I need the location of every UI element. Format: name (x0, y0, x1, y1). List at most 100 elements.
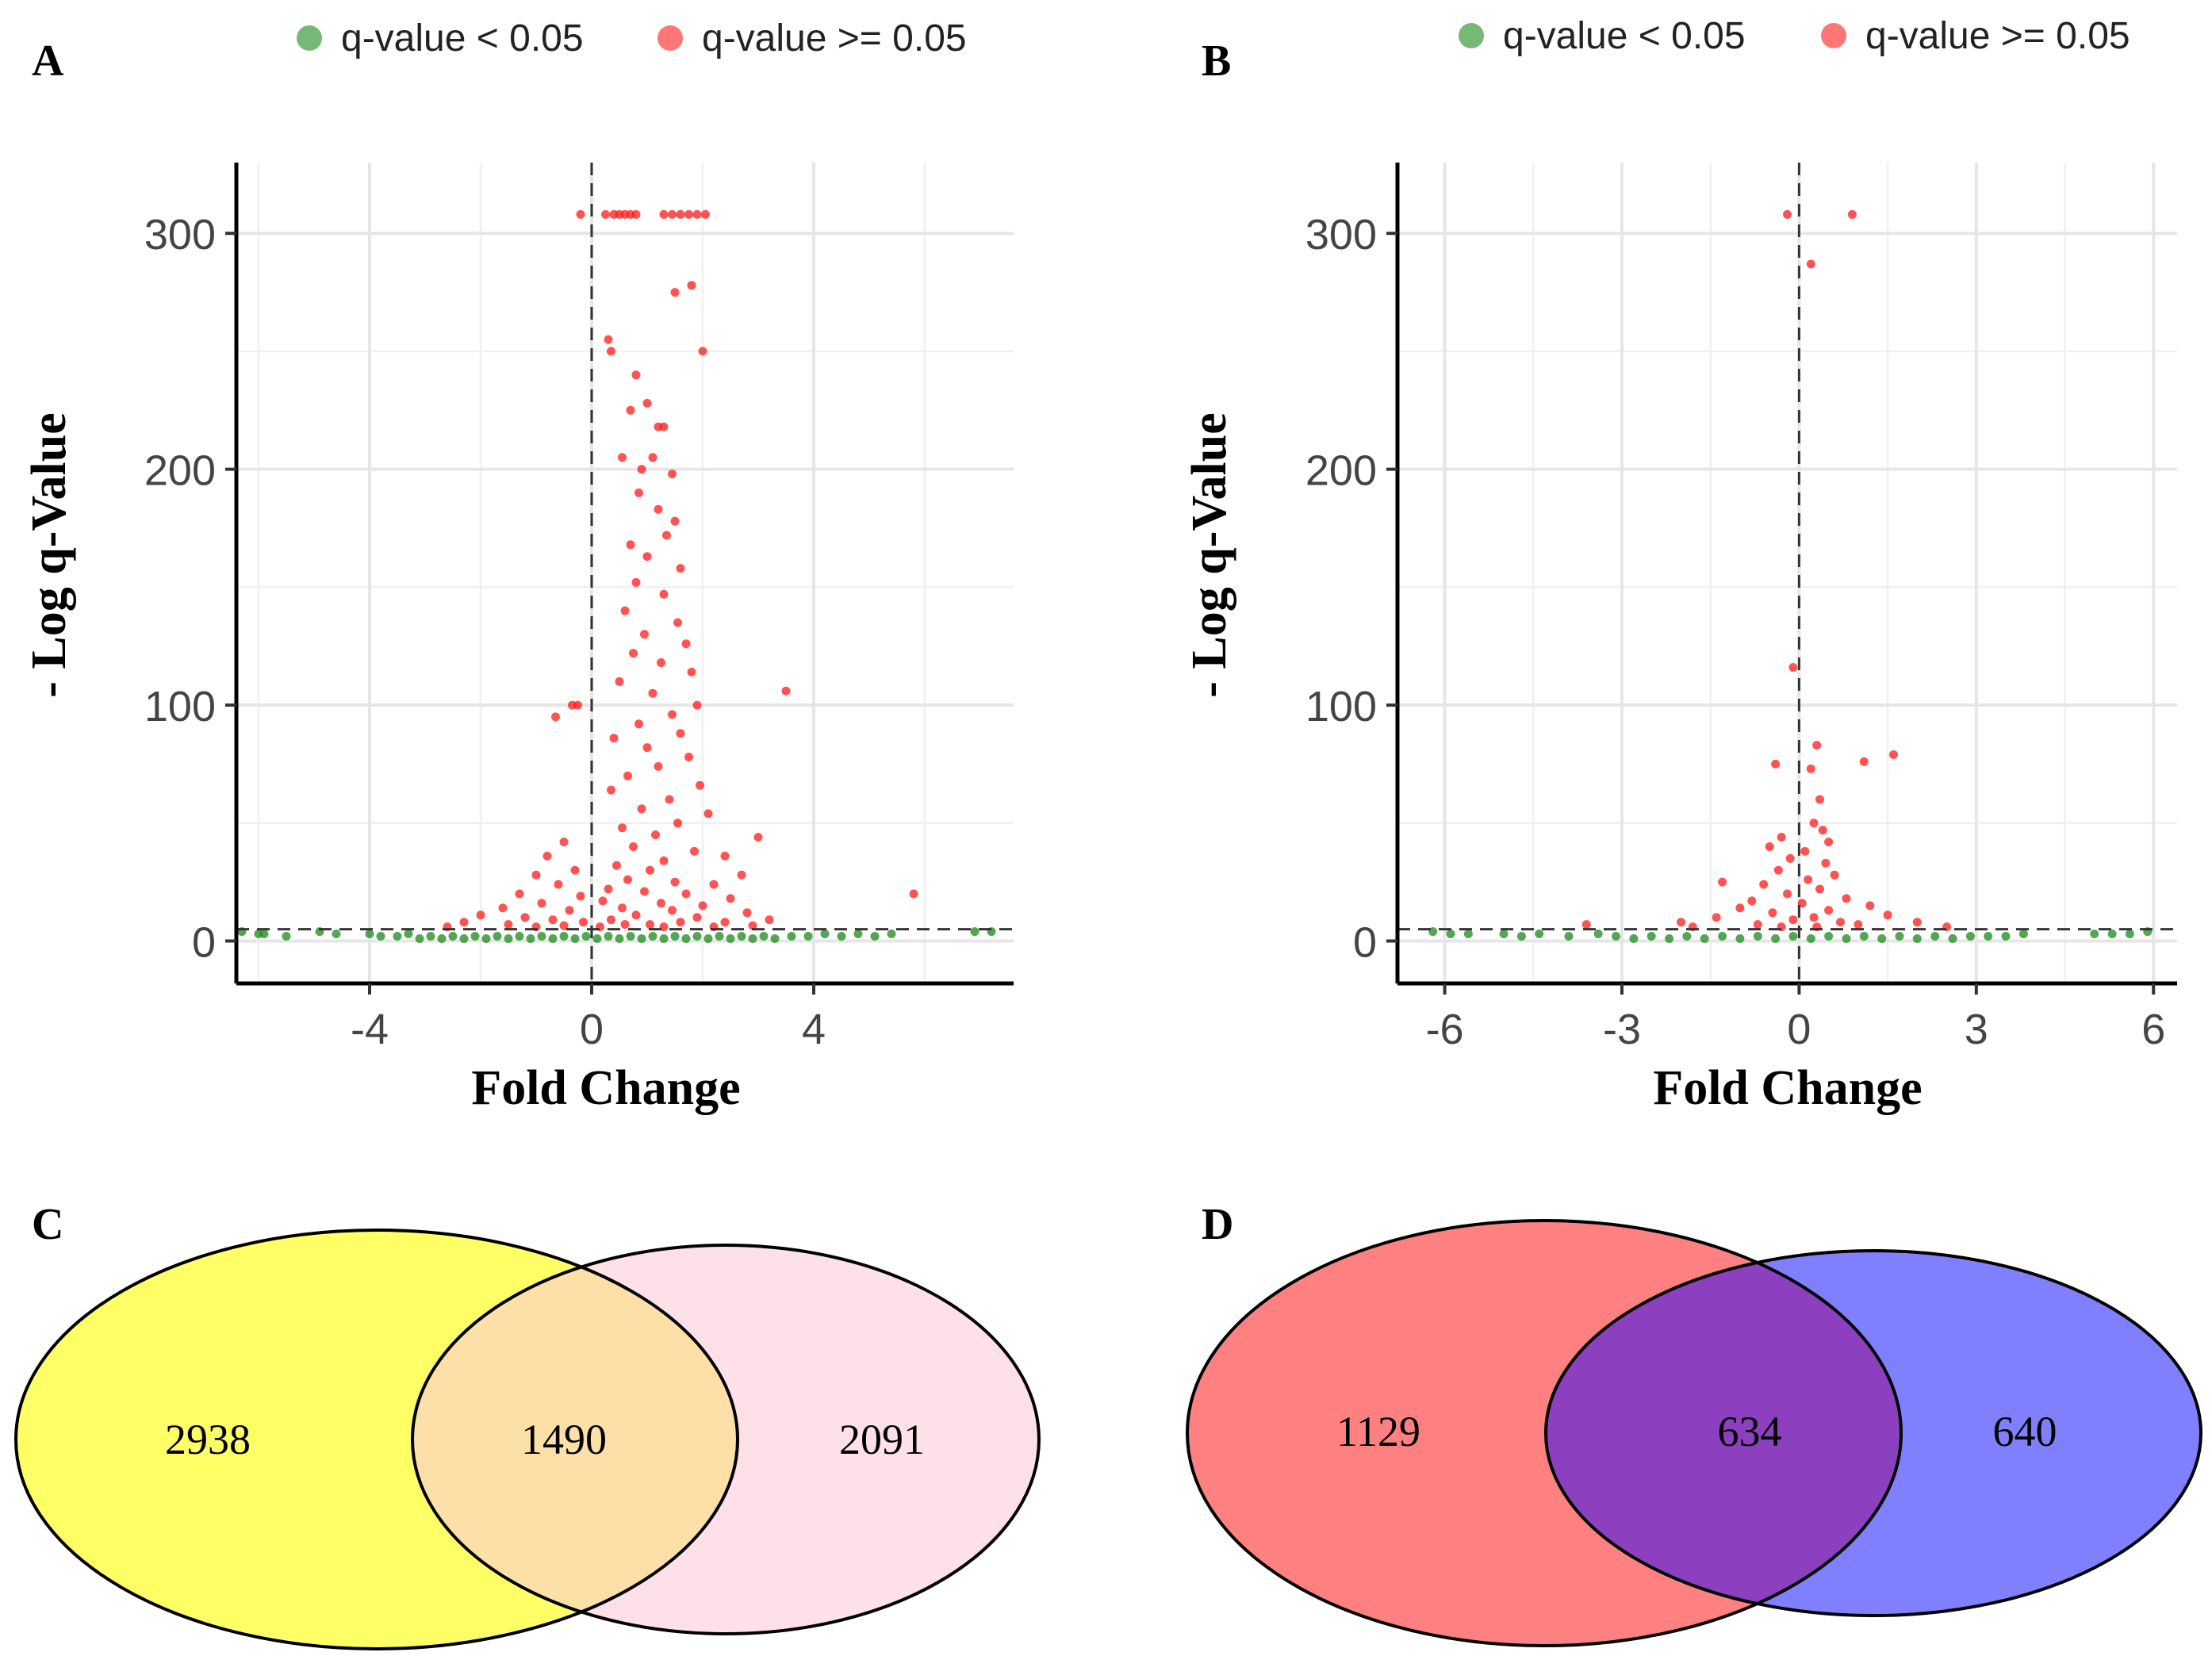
point-nonsignificant (1865, 901, 1875, 910)
point-nonsignificant (681, 889, 691, 899)
point-significant (1895, 932, 1904, 941)
point-nonsignificant (1912, 918, 1922, 927)
y-tick-label: 300 (1305, 211, 1377, 259)
point-significant (1965, 932, 1975, 941)
y-tick-label: 300 (144, 211, 216, 259)
point-nonsignificant (737, 870, 746, 880)
point-nonsignificant (554, 880, 563, 889)
point-nonsignificant (659, 922, 669, 932)
point-significant (493, 932, 502, 941)
point-significant (787, 932, 796, 941)
point-nonsignificant (1854, 920, 1863, 930)
point-significant (770, 934, 780, 943)
point-significant (2018, 930, 2028, 938)
y-tick-label: 100 (144, 683, 216, 730)
point-significant (837, 932, 846, 941)
point-nonsignificant (659, 589, 669, 599)
point-nonsignificant (692, 700, 702, 710)
point-nonsignificant (1889, 750, 1898, 759)
point-significant (2125, 930, 2134, 938)
point-significant (2090, 930, 2099, 938)
point-significant (1564, 932, 1574, 941)
point-significant (659, 934, 669, 943)
point-significant (393, 932, 402, 941)
point-nonsignificant (1581, 920, 1591, 930)
point-nonsignificant (659, 209, 669, 219)
point-nonsignificant (1821, 858, 1831, 868)
x-tick-label: -6 (1426, 1006, 1464, 1053)
point-significant (803, 932, 813, 941)
threshold-lines-b (1397, 163, 2177, 983)
point-significant (1499, 930, 1509, 938)
point-nonsignificant (498, 903, 508, 913)
point-nonsignificant (1806, 764, 1815, 773)
point-nonsignificant (670, 288, 680, 297)
y-axis-title-a: - Log q-Value (22, 412, 76, 697)
point-nonsignificant (781, 686, 791, 696)
point-nonsignificant (598, 896, 608, 906)
legend-marker-nonsignificant (1821, 23, 1846, 48)
point-nonsignificant (609, 734, 619, 743)
point-nonsignificant (696, 780, 704, 790)
point-nonsignificant (648, 453, 657, 462)
point-significant (870, 932, 880, 941)
point-nonsignificant (687, 281, 696, 290)
point-nonsignificant (684, 209, 693, 219)
panel-label-d: D (1202, 1200, 1233, 1249)
point-nonsignificant (1806, 259, 1815, 269)
point-nonsignificant (1804, 875, 1813, 884)
point-significant (2001, 932, 2011, 941)
point-significant (570, 934, 580, 943)
point-nonsignificant (668, 710, 677, 719)
x-tick-label: -3 (1603, 1006, 1641, 1053)
point-nonsignificant (620, 606, 630, 615)
point-nonsignificant (701, 209, 710, 219)
point-significant (592, 934, 602, 943)
point-nonsignificant (654, 761, 663, 771)
point-nonsignificant (676, 918, 685, 927)
point-significant (537, 932, 546, 941)
point-nonsignificant (531, 870, 541, 880)
y-tick-label: 100 (1305, 683, 1377, 730)
venn-diagram-c: C 2938 1490 2091 (14, 1200, 1041, 1650)
point-nonsignificant (542, 851, 552, 861)
point-nonsignificant (690, 846, 699, 856)
point-nonsignificant (618, 903, 627, 913)
point-nonsignificant (626, 405, 635, 415)
point-nonsignificant (629, 842, 638, 851)
point-nonsignificant (604, 884, 613, 894)
point-significant (1463, 930, 1473, 938)
point-nonsignificant (1773, 865, 1783, 875)
points-b (1428, 209, 2153, 943)
venn-c-overlap-count: 1490 (521, 1416, 607, 1463)
point-significant (1984, 932, 1993, 941)
x-axis-title-a: Fold Change (471, 1061, 740, 1115)
point-significant (648, 932, 657, 941)
point-nonsignificant (668, 906, 677, 915)
point-nonsignificant (1842, 894, 1851, 903)
venn-c-overlap (412, 1245, 738, 1634)
point-nonsignificant (631, 209, 641, 219)
point-nonsignificant (698, 347, 707, 356)
legend-label-nonsignificant: q-value >= 0.05 (702, 17, 967, 59)
venn-d-left-outline (1186, 1219, 1903, 1647)
point-nonsignificant (559, 838, 569, 847)
point-significant (581, 932, 591, 941)
point-nonsignificant (1788, 915, 1798, 925)
y-tick-label: 200 (144, 447, 216, 495)
tick-labels-a: -4 0 4 0 100 200 300 (144, 211, 826, 1053)
point-nonsignificant (1830, 870, 1839, 880)
point-nonsignificant (676, 209, 685, 219)
legend-label-significant: q-value < 0.05 (341, 17, 584, 59)
point-significant (365, 930, 374, 938)
venn-diagram-d: D 1129 634 640 (1186, 1200, 2202, 1647)
point-nonsignificant (1824, 838, 1834, 847)
point-nonsignificant (631, 910, 641, 920)
x-tick-label: 4 (802, 1006, 826, 1053)
point-significant (703, 934, 713, 943)
point-nonsignificant (659, 422, 669, 431)
point-nonsignificant (665, 795, 674, 804)
point-significant (615, 934, 624, 943)
y-tick-label: 200 (1305, 447, 1377, 495)
point-nonsignificant (637, 804, 646, 814)
